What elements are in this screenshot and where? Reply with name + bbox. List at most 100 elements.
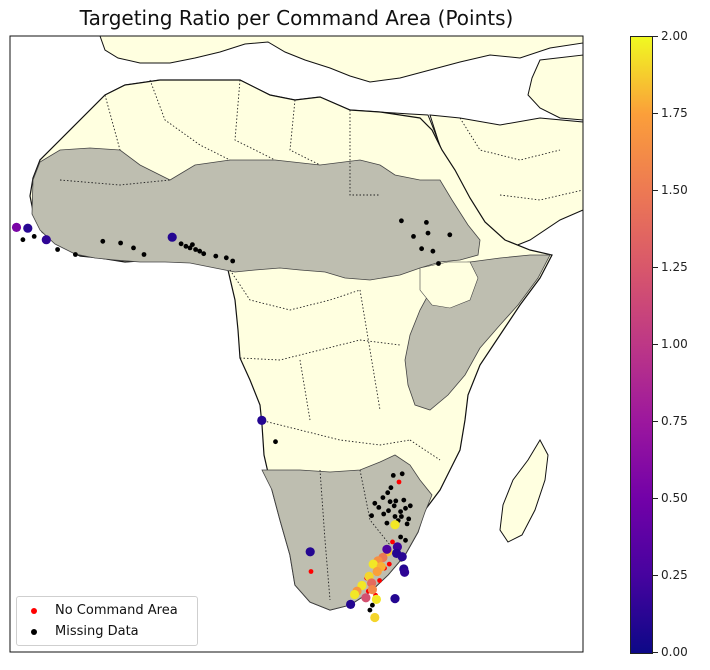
missing-data-point xyxy=(407,503,413,509)
missing-data-point xyxy=(391,503,397,509)
missing-data-point xyxy=(404,521,410,527)
missing-data-point xyxy=(399,218,404,224)
colorbar-tick-label: 1.75 xyxy=(661,106,688,120)
sahel-region xyxy=(31,147,481,281)
no-command-area-point xyxy=(396,479,402,485)
missing-data-point xyxy=(367,607,373,613)
no-command-area-point xyxy=(308,569,314,574)
missing-data-point xyxy=(390,473,396,478)
colorbar-tick-label: 2.00 xyxy=(661,29,688,43)
no-command-area-point xyxy=(390,539,395,545)
colorbar xyxy=(630,36,653,654)
ratio-point xyxy=(367,585,377,595)
missing-data-point xyxy=(197,248,203,254)
missing-data-point xyxy=(411,234,416,239)
missing-data-point xyxy=(388,485,394,491)
legend-marker-red xyxy=(31,607,37,614)
missing-data-point xyxy=(201,251,207,257)
colorbar-tick-mark xyxy=(653,190,658,191)
missing-data-point xyxy=(403,505,408,511)
missing-data-point xyxy=(187,245,193,251)
colorbar-tick-mark xyxy=(653,652,658,653)
ratio-point xyxy=(346,599,356,610)
colorbar-tick-mark xyxy=(653,575,658,576)
colorbar-tick-label: 1.00 xyxy=(661,337,688,351)
colorbar-tick-label: 0.00 xyxy=(661,645,688,659)
missing-data-point xyxy=(403,537,408,543)
legend-entry-no-command-area: No Command Area xyxy=(27,603,178,619)
ratio-point xyxy=(370,612,380,623)
missing-data-point xyxy=(273,439,278,445)
colorbar-tick-label: 0.50 xyxy=(661,491,688,505)
missing-data-point xyxy=(73,252,78,257)
missing-data-point xyxy=(436,261,441,266)
ratio-point xyxy=(390,520,400,530)
missing-data-point xyxy=(381,511,387,517)
missing-data-point xyxy=(401,497,407,503)
missing-data-point xyxy=(372,500,378,506)
missing-data-point xyxy=(376,505,382,510)
missing-data-point xyxy=(386,508,391,514)
points-layer xyxy=(11,218,453,623)
missing-data-point xyxy=(385,490,391,496)
ratio-point xyxy=(41,235,51,245)
legend-marker-black xyxy=(31,628,37,635)
missing-data-point xyxy=(178,241,184,247)
missing-data-point xyxy=(31,234,37,239)
ratio-point xyxy=(371,594,381,605)
missing-data-point xyxy=(20,237,26,243)
colorbar-tick-label: 1.25 xyxy=(661,260,688,274)
chart-title: Targeting Ratio per Command Area (Points… xyxy=(79,6,514,30)
colorbar-tick-mark xyxy=(653,113,658,114)
missing-data-point xyxy=(399,514,404,519)
missing-data-point xyxy=(370,602,375,608)
missing-data-point xyxy=(425,230,431,236)
missing-data-point xyxy=(213,253,219,259)
ethiopia-plateau xyxy=(419,261,479,309)
ratio-point xyxy=(305,547,315,557)
plot-frame xyxy=(9,35,584,653)
missing-data-point xyxy=(100,238,106,244)
ratio-point xyxy=(372,566,382,577)
no-command-area-point xyxy=(377,578,382,583)
missing-data-point xyxy=(424,220,429,225)
missing-data-point xyxy=(55,247,60,252)
missing-data-point xyxy=(230,258,236,264)
legend-entry-missing-data: Missing Data xyxy=(27,624,139,640)
missing-data-point xyxy=(131,245,136,251)
ratio-point xyxy=(382,544,392,554)
colorbar-tick-mark xyxy=(653,344,658,345)
colorbar-tick-mark xyxy=(653,498,658,499)
missing-data-point xyxy=(419,246,424,252)
country-borders xyxy=(59,79,584,601)
ratio-point xyxy=(167,232,177,242)
missing-data-point xyxy=(430,248,436,254)
colorbar-tick-label: 0.25 xyxy=(661,568,688,582)
missing-data-point xyxy=(223,255,229,261)
missing-data-point xyxy=(384,520,390,526)
missing-data-point xyxy=(447,232,453,238)
colorbar-tick-mark xyxy=(653,36,658,37)
ratio-point xyxy=(350,589,360,600)
missing-data-point xyxy=(393,498,399,504)
missing-data-point xyxy=(398,509,403,514)
missing-data-point xyxy=(406,516,412,522)
legend-label: No Command Area xyxy=(55,603,178,618)
missing-data-point xyxy=(380,495,386,500)
ratio-point xyxy=(400,567,410,577)
ratio-point xyxy=(397,552,407,562)
ratio-point xyxy=(23,223,33,233)
ratio-point xyxy=(390,594,400,604)
ratio-point xyxy=(361,593,371,603)
ratio-point xyxy=(11,222,22,232)
missing-data-point xyxy=(141,252,147,257)
missing-data-point xyxy=(193,247,199,252)
colorbar-tick-mark xyxy=(653,421,658,422)
missing-data-point xyxy=(399,471,405,477)
ratio-point xyxy=(257,415,267,425)
legend: No Command Area Missing Data xyxy=(16,596,198,646)
missing-data-point xyxy=(190,242,195,248)
missing-data-point xyxy=(392,514,398,519)
missing-data-point xyxy=(387,499,393,505)
